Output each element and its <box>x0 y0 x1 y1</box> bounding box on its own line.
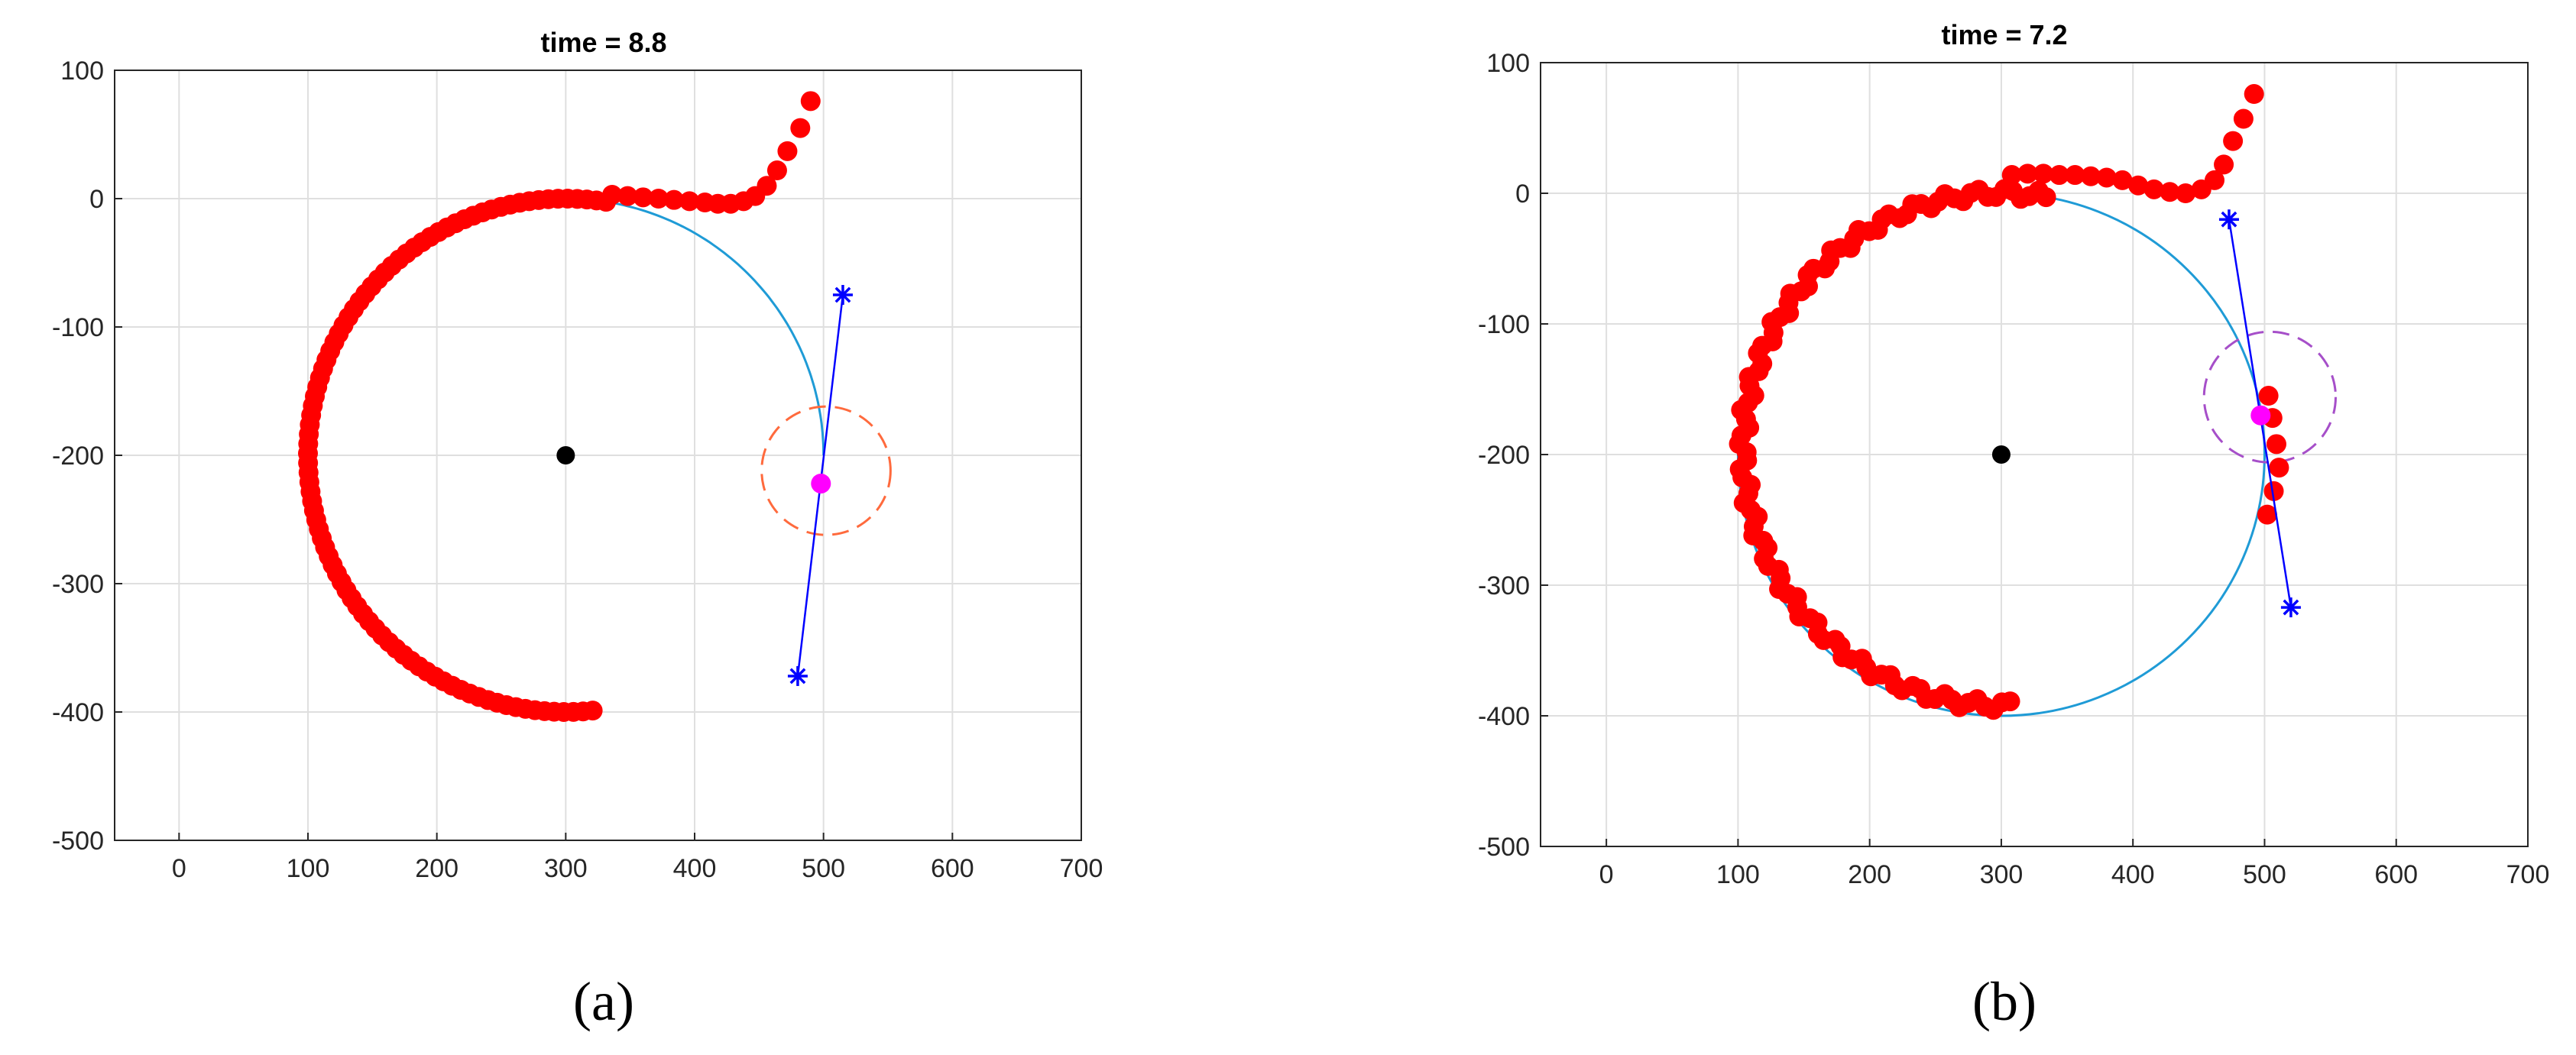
trajectory-point <box>2033 163 2054 184</box>
plot-area-a: 0 100 200 300 400 500 600 700 100 0 -100 -200 -300 -4… <box>52 57 1103 883</box>
trajectory-point <box>695 193 715 213</box>
x-tick-label: 700 <box>1060 854 1103 883</box>
y-tick-label: 0 <box>89 185 104 214</box>
direction-end-marker <box>787 665 808 686</box>
y-tick-label: -100 <box>52 313 104 342</box>
sensing-circle-b <box>2202 330 2337 464</box>
trajectory-b <box>1729 84 2289 720</box>
trajectory-point <box>2081 166 2101 186</box>
direction-end-marker <box>2280 597 2301 618</box>
y-tick-label: -500 <box>52 827 104 856</box>
x-tick-label: 600 <box>2374 860 2418 889</box>
trajectory-point <box>2266 434 2286 455</box>
x-tick-label: 0 <box>172 854 186 883</box>
y-tick-label: 100 <box>60 57 104 86</box>
y-tick-label: -400 <box>52 698 104 727</box>
trajectory-point <box>777 141 798 161</box>
trajectory-point <box>617 186 638 206</box>
trajectory-point <box>2128 175 2149 196</box>
trajectory-point <box>766 160 787 181</box>
direction-start-marker <box>832 285 853 305</box>
trajectory-point <box>2263 481 2284 501</box>
panel-label-a: (a) <box>573 971 634 1032</box>
x-tick-label: 500 <box>2243 860 2286 889</box>
trajectory-point <box>2258 386 2279 406</box>
sensing-circle-a <box>760 405 892 536</box>
panel-a: time = 8.8 0 100 200 300 400 500 600 700 100 0 -10… <box>52 27 1103 1032</box>
trajectory-point <box>2176 183 2196 203</box>
y-tick-label: -200 <box>1478 441 1530 470</box>
x-tick-label: 500 <box>802 854 845 883</box>
trajectory-point <box>2244 84 2264 105</box>
trajectory-point <box>679 191 700 212</box>
trajectory-point <box>790 118 811 138</box>
x-tick-label: 400 <box>673 854 717 883</box>
trajectory-point <box>2000 691 2020 712</box>
x-tick-label: 600 <box>931 854 974 883</box>
trajectory-point <box>2223 131 2244 151</box>
trajectory-point <box>2214 154 2234 175</box>
trajectory-point <box>633 187 653 208</box>
trajectory-point <box>2233 108 2254 129</box>
x-tick-label: 400 <box>2111 860 2155 889</box>
direction-start-marker <box>2218 209 2239 230</box>
trajectory-point <box>648 189 669 209</box>
trajectory-point <box>582 701 603 721</box>
x-tick-label: 0 <box>1599 860 1614 889</box>
x-tick-label: 100 <box>1716 860 1760 889</box>
y-tick-label: -300 <box>52 570 104 599</box>
trajectory-point <box>2112 170 2133 190</box>
plot-area-b: 0 100 200 300 400 500 600 700 100 0 -100 -200 -300 -4… <box>1478 49 2549 889</box>
trajectory-point <box>2269 458 2289 478</box>
y-tick-label: 100 <box>1486 49 1530 78</box>
panel-label-b: (b) <box>1972 971 2036 1032</box>
y-tick-label: -100 <box>1478 310 1530 339</box>
x-tick-label: 100 <box>287 854 330 883</box>
x-tick-label: 200 <box>415 854 458 883</box>
y-tick-label: -200 <box>52 442 104 471</box>
x-tick-label: 300 <box>1980 860 2024 889</box>
trajectory-point <box>664 189 685 210</box>
y-tick-label: -300 <box>1478 571 1530 600</box>
x-tick-label: 700 <box>2506 860 2550 889</box>
chart-title-b: time = 7.2 <box>1941 19 2067 50</box>
trajectory-point <box>2143 179 2164 199</box>
y-tick-label: -400 <box>1478 702 1530 731</box>
trajectory-point <box>2160 182 2180 202</box>
y-tick-label: -500 <box>1478 833 1530 862</box>
trajectory-point <box>2191 179 2211 199</box>
reference-arc-a <box>565 197 825 456</box>
trajectory-point <box>2065 165 2085 186</box>
center-point-a <box>556 446 575 464</box>
trajectory-point <box>800 91 821 112</box>
trajectory-a <box>298 91 821 722</box>
current-point-a <box>811 473 831 494</box>
trajectory-point <box>2096 167 2117 188</box>
y-tick-label: 0 <box>1515 180 1530 209</box>
current-point-b <box>2250 405 2271 426</box>
trajectory-point <box>2257 504 2277 525</box>
chart-title-a: time = 8.8 <box>540 27 666 58</box>
trajectory-point <box>2049 165 2069 186</box>
x-tick-label: 300 <box>544 854 588 883</box>
center-point-b <box>1991 445 2011 464</box>
trajectory-point <box>2017 163 2038 184</box>
panel-b: time = 7.2 0 100 200 300 400 500 600 700 100 0 -10… <box>1478 19 2549 1032</box>
x-tick-label: 200 <box>1848 860 1891 889</box>
